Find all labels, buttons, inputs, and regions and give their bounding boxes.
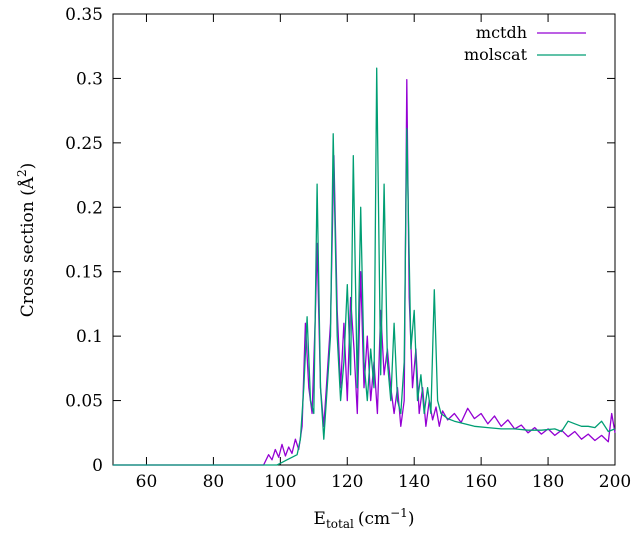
y-tick-label: 0.1 xyxy=(76,327,103,347)
y-tick-label: 0.15 xyxy=(65,263,103,283)
x-tick-label: 160 xyxy=(465,472,497,492)
x-tick-label: 60 xyxy=(136,472,158,492)
y-tick-label: 0.35 xyxy=(65,5,103,25)
y-axis: 0 0.05 0.1 0.15 0.2 0.25 0.3 0.35 xyxy=(65,5,615,476)
x-axis: 60 80 100 120 140 160 180 200 xyxy=(136,14,631,492)
x-tick-label: 200 xyxy=(599,472,631,492)
y-tick-label: 0.05 xyxy=(65,392,103,412)
legend: mctdh molscat xyxy=(464,23,586,64)
x-tick-label: 120 xyxy=(331,472,363,492)
x-tick-label: 140 xyxy=(398,472,430,492)
x-axis-title: Etotal (cm−1) xyxy=(314,506,415,531)
y-tick-label: 0 xyxy=(92,456,103,476)
series-line-mctdh xyxy=(113,79,616,466)
y-tick-label: 0.2 xyxy=(76,198,103,218)
series-line-molscat xyxy=(113,67,616,466)
y-axis-title: Cross section (Å2) xyxy=(15,163,38,318)
x-tick-label: 180 xyxy=(532,472,564,492)
x-tick-label: 80 xyxy=(203,472,225,492)
series-layer xyxy=(113,67,616,466)
legend-label-mctdh: mctdh xyxy=(476,23,527,42)
y-tick-label: 0.25 xyxy=(65,134,103,154)
y-tick-label: 0.3 xyxy=(76,69,103,89)
x-tick-label: 100 xyxy=(264,472,296,492)
legend-label-molscat: molscat xyxy=(464,45,528,64)
plot-frame xyxy=(112,13,616,466)
